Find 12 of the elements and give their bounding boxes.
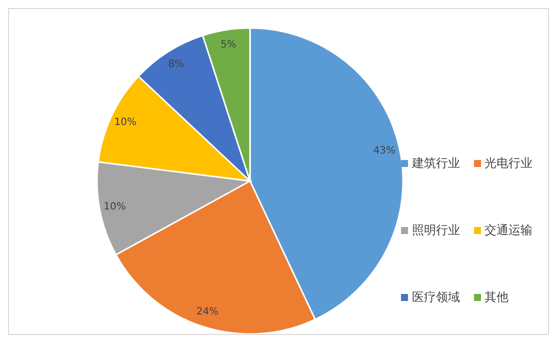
legend-label: 其他 (484, 289, 508, 306)
legend-label: 建筑行业 (412, 155, 460, 172)
legend-label: 照明行业 (412, 222, 460, 239)
legend-label: 交通运输 (484, 222, 532, 239)
data-label: 10% (104, 201, 126, 212)
legend-label: 光电行业 (484, 155, 532, 172)
data-label: 24% (196, 306, 219, 318)
data-label: 10% (114, 116, 137, 128)
data-label: 43% (373, 145, 396, 156)
data-label: 5% (220, 39, 236, 50)
data-label: 8% (168, 59, 184, 70)
legend-label: 医疗领域 (412, 289, 460, 306)
